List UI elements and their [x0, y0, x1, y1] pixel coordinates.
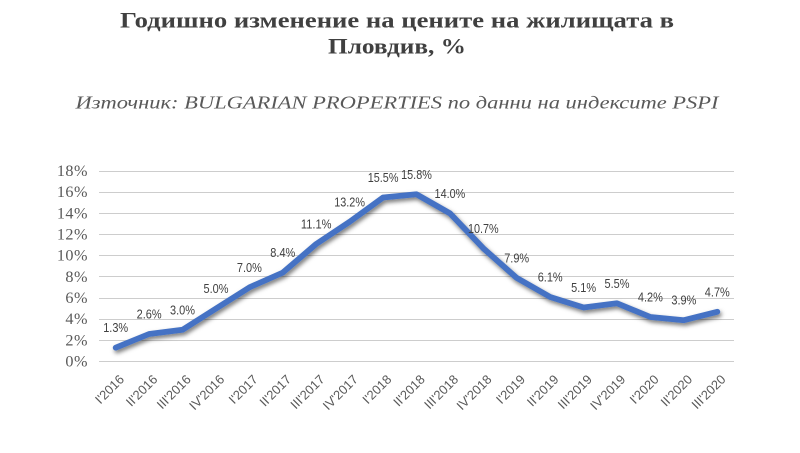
svg-text:7.0%: 7.0% — [237, 260, 262, 275]
svg-text:Годишно изменение на цените на: Годишно изменение на цените на жилищата … — [120, 8, 674, 33]
svg-text:12%: 12% — [57, 226, 88, 244]
svg-text:8%: 8% — [65, 268, 88, 286]
svg-text:18%: 18% — [57, 162, 88, 180]
svg-text:14%: 14% — [57, 204, 88, 222]
svg-text:14.0%: 14.0% — [435, 186, 466, 201]
svg-text:15.5%: 15.5% — [368, 170, 399, 185]
svg-text:6%: 6% — [65, 289, 88, 307]
svg-text:2%: 2% — [65, 331, 88, 349]
svg-text:10%: 10% — [57, 247, 88, 265]
svg-text:8.4%: 8.4% — [270, 245, 295, 260]
svg-text:2.6%: 2.6% — [137, 307, 162, 322]
svg-text:7.9%: 7.9% — [504, 250, 529, 265]
svg-text:16%: 16% — [57, 183, 88, 201]
svg-text:4.7%: 4.7% — [705, 284, 730, 299]
svg-text:4.2%: 4.2% — [638, 290, 663, 305]
svg-text:3.9%: 3.9% — [671, 293, 696, 308]
svg-text:1.3%: 1.3% — [103, 320, 128, 335]
svg-text:13.2%: 13.2% — [334, 194, 365, 209]
svg-text:10.7%: 10.7% — [468, 221, 499, 236]
svg-text:5.5%: 5.5% — [605, 276, 630, 291]
svg-text:5.0%: 5.0% — [204, 281, 229, 296]
svg-text:11.1%: 11.1% — [301, 217, 332, 232]
svg-text:15.8%: 15.8% — [401, 167, 432, 182]
svg-text:Източник: BULGARIAN PROPERTIES: Източник: BULGARIAN PROPERTIES по данни … — [74, 93, 720, 113]
svg-text:6.1%: 6.1% — [538, 270, 563, 285]
svg-text:5.1%: 5.1% — [571, 280, 596, 295]
svg-text:3.0%: 3.0% — [170, 302, 195, 317]
svg-text:Пловдив, %: Пловдив, % — [328, 34, 466, 59]
svg-text:4%: 4% — [65, 310, 88, 328]
svg-text:0%: 0% — [65, 353, 88, 371]
